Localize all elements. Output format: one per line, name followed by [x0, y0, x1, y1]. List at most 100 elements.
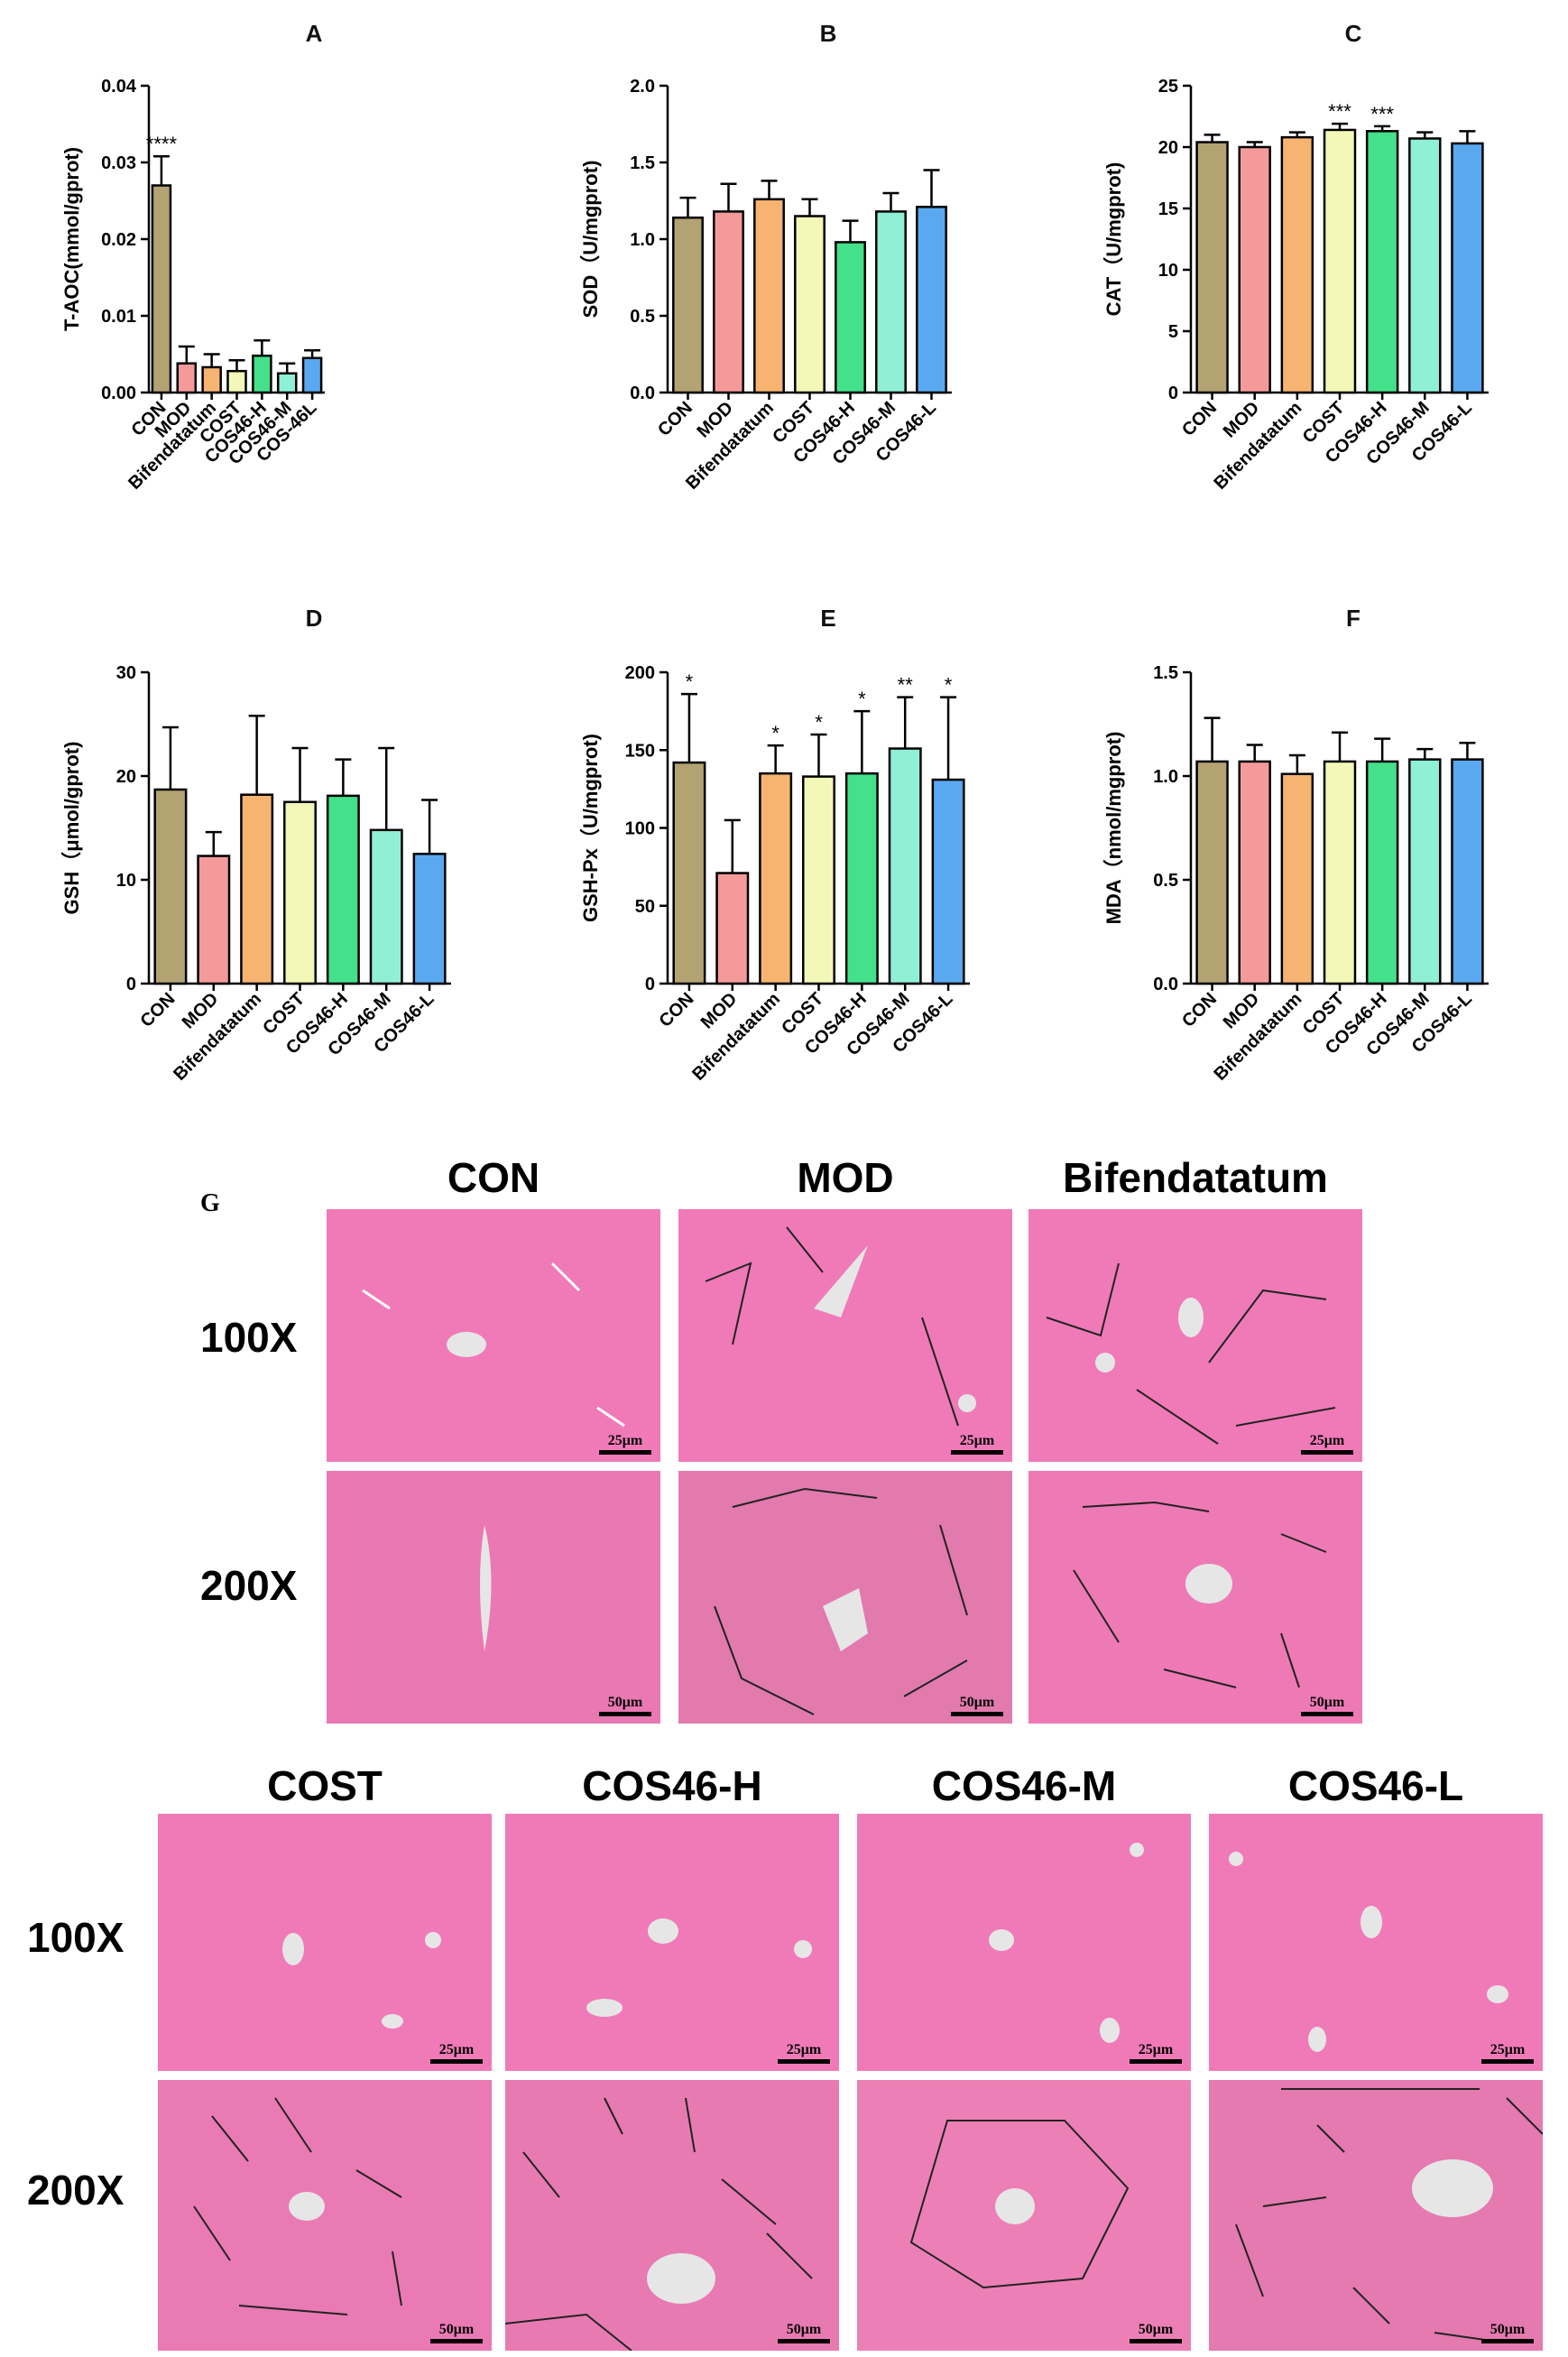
x-tick-label-b: CON	[654, 398, 696, 440]
group-label-cos46-h: COS46-H	[582, 1762, 762, 1809]
micrograph-bifendatatum-100x: 25μm	[1028, 1209, 1362, 1462]
y-tick-label-a: 0.04	[101, 77, 137, 97]
scale-label: 50μm	[959, 1695, 995, 1710]
micrograph-cost-100x: 25μm	[158, 1814, 492, 2071]
micrograph-mod-100x: 25μm	[678, 1209, 1012, 1462]
bar-c	[1408, 137, 1442, 394]
row-label-100x-bottom: 100X	[27, 1914, 125, 1961]
scale-label: 25μm	[1309, 1433, 1345, 1448]
significance-mark-c: ***	[1370, 103, 1394, 125]
group-label-cos46-l: COS46-L	[1287, 1762, 1464, 1809]
bar-b	[794, 215, 826, 394]
micrograph-con-200x: 50μm	[327, 1471, 660, 1724]
micrograph-cost-200x: 50μm	[158, 2080, 492, 2351]
bar-a	[176, 362, 198, 394]
scale-label: 50μm	[786, 2322, 822, 2337]
group-label-mod: MOD	[797, 1154, 894, 1201]
bar-c	[1365, 130, 1399, 394]
y-tick-label-f: 1.5	[1153, 663, 1178, 683]
y-tick-label-e: 100	[625, 819, 655, 839]
micrograph-cos46-l-200x: 50μm	[1209, 2080, 1543, 2351]
y-tick-label-a: 0.01	[101, 307, 136, 327]
y-tick-label-c: 10	[1158, 261, 1178, 281]
micrograph-cos46-l-100x: 25μm	[1209, 1814, 1543, 2071]
bar-d	[412, 853, 447, 985]
y-tick-label-f: 1.0	[1153, 767, 1178, 787]
bar-c	[1195, 141, 1229, 394]
bar-e	[802, 775, 835, 985]
micrograph-cos46-h-100x: 25μm	[505, 1814, 839, 2071]
scale-label: 50μm	[438, 2322, 475, 2337]
y-tick-label-a: 0.02	[101, 230, 136, 250]
scale-label: 50μm	[1138, 2322, 1174, 2337]
bar-e	[672, 761, 706, 985]
bar-a	[252, 354, 272, 394]
bar-e	[844, 772, 879, 985]
bar-d	[369, 828, 403, 985]
significance-mark-e: *	[771, 722, 779, 744]
y-axis-label-c: CAT（U/mgprot)	[1102, 162, 1125, 317]
row-label-200x-top: 200X	[200, 1562, 298, 1609]
row-label-200x-bottom: 200X	[27, 2167, 125, 2214]
bar-b	[875, 210, 907, 394]
bar-d	[283, 800, 317, 985]
scale-label: 25μm	[959, 1433, 995, 1448]
scale-label: 50μm	[1490, 2322, 1526, 2337]
y-tick-label-c: 25	[1158, 77, 1178, 97]
bar-c	[1238, 145, 1271, 394]
micrograph-mod-200x: 50μm	[678, 1471, 1012, 1724]
bar-f	[1280, 772, 1314, 985]
y-axis-label-b: SOD（U/mgprot)	[579, 161, 602, 319]
y-tick-label-f: 0.5	[1153, 871, 1178, 891]
x-tick-label-d: CON	[136, 989, 179, 1031]
significance-mark-e: *	[858, 688, 866, 710]
significance-mark-e: **	[898, 674, 914, 697]
panel-letter-g: G	[200, 1189, 220, 1217]
y-tick-label-b: 1.5	[630, 153, 655, 173]
bar-f	[1323, 760, 1357, 985]
bar-a	[201, 365, 222, 394]
scale-label: 25μm	[786, 2042, 822, 2057]
bar-b	[916, 206, 947, 394]
y-tick-label-d: 0	[126, 975, 136, 994]
significance-mark-e: *	[945, 674, 953, 697]
panel-letter-b: B	[820, 20, 837, 47]
y-tick-label-c: 15	[1158, 199, 1178, 219]
scale-label: 25μm	[607, 1433, 643, 1448]
y-tick-label-e: 0	[645, 975, 655, 994]
bar-d	[153, 788, 188, 985]
scale-label: 25μm	[1138, 2042, 1174, 2057]
scale-label: 25μm	[438, 2042, 475, 2057]
micrograph-cos46-m-200x: 50μm	[857, 2080, 1191, 2351]
bar-e	[759, 772, 793, 985]
x-tick-label-c: CON	[1178, 398, 1221, 440]
bar-f	[1408, 758, 1442, 985]
scale-label: 50μm	[607, 1695, 643, 1710]
bar-a	[301, 356, 323, 394]
x-tick-label-f: CON	[1178, 989, 1221, 1031]
y-tick-label-c: 0	[1168, 384, 1178, 403]
panel-letter-f: F	[1346, 605, 1360, 632]
row-label-100x-top: 100X	[200, 1314, 298, 1361]
y-axis-label-a: T-AOC(mmol/gprot)	[60, 147, 83, 331]
scale-label: 50μm	[1309, 1695, 1345, 1710]
bar-c	[1280, 135, 1314, 394]
micrograph-con-100x: 25μm	[327, 1209, 660, 1462]
bar-e	[931, 778, 965, 985]
significance-mark-a: ****	[146, 133, 178, 155]
bar-b	[713, 210, 744, 394]
bar-b	[835, 241, 866, 394]
micrograph-cos46-m-100x: 25μm	[857, 1814, 1191, 2071]
bar-f	[1451, 758, 1484, 985]
bar-e	[888, 747, 922, 985]
bar-b	[672, 216, 704, 394]
y-tick-label-e: 200	[625, 663, 655, 683]
bar-f	[1195, 760, 1229, 985]
significance-mark-e: *	[815, 711, 823, 734]
micrograph-cos46-h-200x: 50μm	[505, 2080, 839, 2351]
significance-mark-c: ***	[1328, 100, 1351, 123]
y-tick-label-d: 20	[116, 767, 136, 787]
bar-c	[1323, 128, 1357, 394]
y-axis-label-d: GSH（μmol/gprot)	[60, 742, 83, 915]
y-tick-label-b: 1.0	[630, 230, 655, 250]
